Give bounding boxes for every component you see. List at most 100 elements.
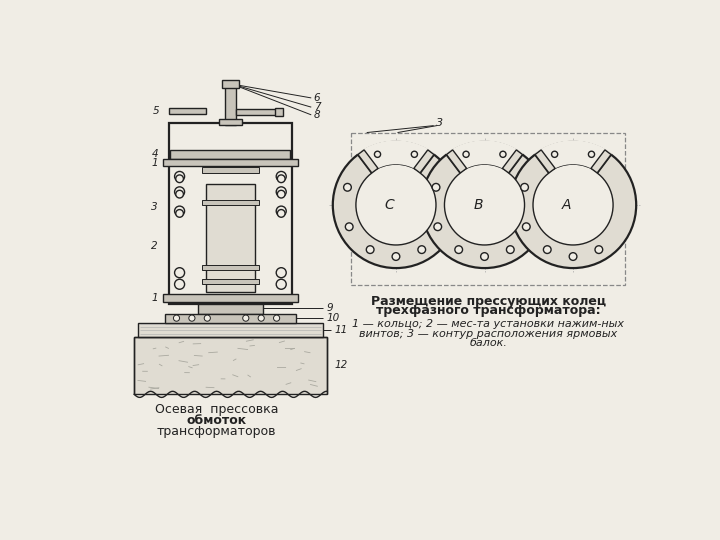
Circle shape	[174, 206, 184, 216]
Text: 4: 4	[151, 149, 158, 159]
Text: балок.: балок.	[469, 338, 508, 348]
Bar	[171, 150, 290, 159]
Bar	[219, 119, 242, 125]
Text: 5: 5	[153, 106, 160, 116]
Circle shape	[521, 184, 528, 191]
Circle shape	[189, 315, 195, 321]
Circle shape	[392, 253, 400, 260]
Text: 11: 11	[334, 325, 348, 335]
Circle shape	[176, 190, 184, 198]
Text: 8: 8	[314, 110, 320, 120]
Polygon shape	[446, 150, 467, 173]
Bar	[163, 159, 298, 166]
Circle shape	[411, 151, 418, 157]
Circle shape	[510, 142, 636, 268]
Bar	[165, 314, 296, 323]
Polygon shape	[358, 150, 378, 173]
Polygon shape	[414, 150, 434, 173]
Circle shape	[174, 268, 184, 278]
Circle shape	[523, 223, 530, 231]
Circle shape	[258, 315, 264, 321]
Circle shape	[588, 151, 595, 157]
Circle shape	[506, 246, 514, 253]
Text: обмоток: обмоток	[186, 414, 247, 427]
Text: C: C	[385, 198, 395, 212]
Text: трехфазного трансформатора:: трехфазного трансформатора:	[376, 304, 600, 317]
Text: 3: 3	[151, 202, 158, 212]
Bar	[168, 108, 206, 114]
Wedge shape	[357, 140, 435, 205]
Circle shape	[174, 279, 184, 289]
Circle shape	[277, 210, 285, 217]
Circle shape	[434, 223, 441, 231]
Circle shape	[276, 279, 287, 289]
Circle shape	[176, 210, 184, 217]
Circle shape	[463, 151, 469, 157]
Circle shape	[276, 187, 287, 197]
Bar	[202, 279, 259, 284]
Bar	[202, 265, 259, 271]
Text: Осевая  прессовка: Осевая прессовка	[155, 403, 279, 416]
Circle shape	[432, 184, 440, 191]
Text: 1: 1	[151, 293, 158, 303]
Circle shape	[421, 142, 548, 268]
Circle shape	[174, 187, 184, 197]
Bar	[198, 303, 263, 314]
Bar	[168, 123, 292, 303]
Circle shape	[374, 151, 381, 157]
Circle shape	[533, 165, 613, 245]
Polygon shape	[503, 150, 523, 173]
Circle shape	[366, 246, 374, 253]
Polygon shape	[591, 150, 611, 173]
Bar	[351, 132, 625, 285]
Wedge shape	[460, 165, 508, 205]
Bar	[138, 323, 323, 336]
Circle shape	[552, 151, 558, 157]
Circle shape	[333, 142, 459, 268]
Text: 1: 1	[151, 158, 158, 167]
Text: 2: 2	[151, 241, 158, 251]
Bar	[134, 336, 327, 394]
Circle shape	[455, 246, 462, 253]
Text: 3: 3	[436, 118, 444, 129]
Bar	[206, 184, 255, 292]
Wedge shape	[549, 165, 597, 205]
Circle shape	[176, 175, 184, 183]
Text: 12: 12	[334, 360, 348, 370]
Circle shape	[418, 246, 426, 253]
Circle shape	[595, 246, 603, 253]
Polygon shape	[535, 150, 555, 173]
Circle shape	[174, 171, 184, 181]
Bar	[235, 110, 278, 115]
Circle shape	[570, 253, 577, 260]
Circle shape	[276, 268, 287, 278]
Text: Размещение прессующих колец: Размещение прессующих колец	[371, 295, 606, 308]
Text: 10: 10	[327, 313, 340, 323]
Circle shape	[276, 206, 287, 216]
Bar	[202, 167, 259, 173]
Bar	[202, 200, 259, 205]
Circle shape	[481, 253, 488, 260]
Circle shape	[544, 246, 551, 253]
Circle shape	[356, 165, 436, 245]
Text: 7: 7	[314, 102, 320, 112]
Wedge shape	[446, 140, 523, 205]
Bar	[222, 80, 239, 88]
Text: A: A	[562, 198, 572, 212]
Text: трансформаторов: трансформаторов	[157, 425, 276, 438]
Bar	[275, 108, 283, 117]
Circle shape	[274, 315, 279, 321]
Circle shape	[500, 151, 506, 157]
Wedge shape	[372, 165, 420, 205]
Text: B: B	[474, 198, 483, 212]
Text: 6: 6	[314, 93, 320, 103]
Circle shape	[444, 165, 525, 245]
Text: винтов; 3 — контур расположения ярмовых: винтов; 3 — контур расположения ярмовых	[359, 328, 618, 339]
Circle shape	[243, 315, 249, 321]
Text: 1 — кольцо; 2 — мес-та установки нажим-ных: 1 — кольцо; 2 — мес-та установки нажим-н…	[352, 319, 624, 329]
Circle shape	[174, 315, 179, 321]
Circle shape	[277, 190, 285, 198]
Circle shape	[343, 184, 351, 191]
Circle shape	[276, 171, 287, 181]
Circle shape	[277, 175, 285, 183]
